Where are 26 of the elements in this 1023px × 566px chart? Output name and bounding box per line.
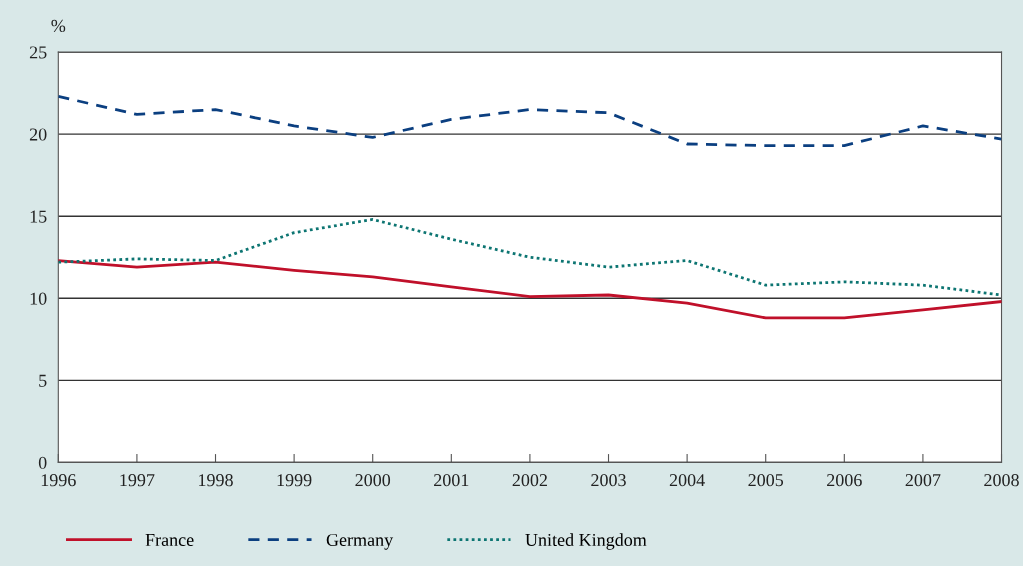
x-tick-label: 2001: [434, 474, 469, 487]
legend-label: Germany: [326, 533, 394, 550]
x-tick-label: 2002: [512, 474, 547, 487]
x-tick-label: 2007: [905, 474, 941, 487]
y-tick-label: 5: [39, 374, 47, 387]
y-tick-label: 0: [38, 456, 47, 469]
x-tick-label: 2003: [591, 474, 626, 487]
y-axis-title: %: [51, 19, 66, 33]
x-tick-label: 2004: [669, 474, 705, 487]
x-tick-label: 1996: [41, 474, 76, 487]
legend-label: United Kingdom: [525, 533, 647, 550]
x-tick-label: 1998: [199, 474, 233, 487]
x-tick-label: 2005: [748, 474, 784, 487]
y-tick-label: 25: [29, 46, 47, 59]
y-tick-label: 10: [30, 292, 47, 305]
x-tick-label: 2006: [827, 474, 862, 487]
y-tick-label: 15: [30, 210, 47, 223]
y-tick-label: 20: [29, 128, 47, 141]
x-tick-label: 1999: [277, 474, 312, 487]
line-series: [58, 218, 1002, 297]
x-tick-label: 1997: [120, 474, 155, 487]
line-series: [58, 95, 1002, 148]
x-tick-label: 2008: [984, 474, 1019, 487]
line-series: [58, 259, 1002, 320]
x-tick-label: 2000: [355, 474, 391, 487]
legend-label: France: [145, 534, 194, 547]
